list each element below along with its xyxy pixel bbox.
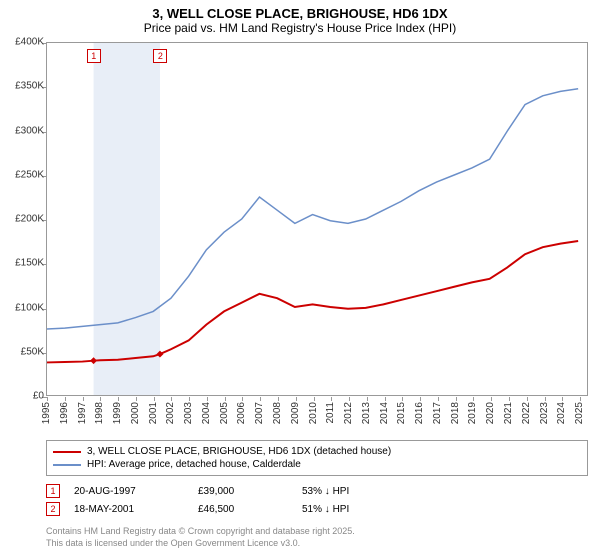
x-tick-label: 2008: [272, 402, 283, 424]
sale-marker-box: 1: [87, 49, 101, 63]
footnote-line: Contains HM Land Registry data © Crown c…: [46, 526, 588, 538]
x-tick-label: 2024: [556, 402, 567, 424]
x-tick-label: 2012: [343, 402, 354, 424]
y-tick-label: £200K: [15, 214, 44, 225]
x-tick-label: 2007: [254, 402, 265, 424]
transaction-table: 1 20-AUG-1997 £39,000 53% ↓ HPI 2 18-MAY…: [46, 482, 588, 518]
legend-swatch: [53, 464, 81, 466]
y-tick-label: £350K: [15, 81, 44, 92]
x-tick-label: 2000: [130, 402, 141, 424]
x-tick-label: 1999: [112, 402, 123, 424]
x-tick-label: 1995: [41, 402, 52, 424]
page-subtitle: Price paid vs. HM Land Registry's House …: [0, 21, 600, 39]
transaction-delta: 53% ↓ HPI: [302, 486, 349, 497]
x-tick-label: 2014: [379, 402, 390, 424]
x-tick-label: 2002: [165, 402, 176, 424]
highlight-band: [94, 43, 160, 395]
x-tick-label: 2003: [183, 402, 194, 424]
transaction-delta: 51% ↓ HPI: [302, 504, 349, 515]
legend-item-hpi: HPI: Average price, detached house, Cald…: [53, 458, 581, 471]
chart: 12: [46, 42, 588, 396]
x-tick-label: 2010: [308, 402, 319, 424]
legend-label: HPI: Average price, detached house, Cald…: [87, 459, 301, 470]
transaction-date: 18-MAY-2001: [74, 504, 184, 515]
y-tick-label: £250K: [15, 169, 44, 180]
chart-svg: [47, 43, 587, 395]
footnote-line: This data is licensed under the Open Gov…: [46, 538, 588, 550]
x-tick-label: 2017: [432, 402, 443, 424]
y-tick-label: £0: [33, 391, 44, 402]
footnote: Contains HM Land Registry data © Crown c…: [46, 526, 588, 549]
x-tick-label: 2005: [219, 402, 230, 424]
x-tick-label: 2009: [290, 402, 301, 424]
x-tick-label: 2019: [467, 402, 478, 424]
x-tick-label: 2006: [236, 402, 247, 424]
x-tick-label: 2025: [574, 402, 585, 424]
x-tick-label: 2015: [396, 402, 407, 424]
page-title: 3, WELL CLOSE PLACE, BRIGHOUSE, HD6 1DX: [0, 0, 600, 21]
x-tick-label: 2011: [325, 402, 336, 424]
y-tick-label: £150K: [15, 258, 44, 269]
transaction-marker: 2: [46, 502, 60, 516]
legend: 3, WELL CLOSE PLACE, BRIGHOUSE, HD6 1DX …: [46, 440, 588, 476]
legend-swatch: [53, 451, 81, 453]
x-tick-label: 2021: [503, 402, 514, 424]
transaction-marker: 1: [46, 484, 60, 498]
x-tick-label: 1998: [94, 402, 105, 424]
y-tick-label: £100K: [15, 302, 44, 313]
x-tick-label: 2004: [201, 402, 212, 424]
x-tick-label: 2018: [450, 402, 461, 424]
x-tick-label: 2013: [361, 402, 372, 424]
legend-item-property: 3, WELL CLOSE PLACE, BRIGHOUSE, HD6 1DX …: [53, 445, 581, 458]
y-tick-label: £400K: [15, 37, 44, 48]
x-tick-label: 2016: [414, 402, 425, 424]
transaction-date: 20-AUG-1997: [74, 486, 184, 497]
transaction-price: £39,000: [198, 486, 288, 497]
x-tick-label: 2022: [521, 402, 532, 424]
x-tick-label: 2020: [485, 402, 496, 424]
transaction-price: £46,500: [198, 504, 288, 515]
x-tick-label: 1996: [59, 402, 70, 424]
transaction-row: 1 20-AUG-1997 £39,000 53% ↓ HPI: [46, 482, 588, 500]
transaction-row: 2 18-MAY-2001 £46,500 51% ↓ HPI: [46, 500, 588, 518]
y-tick-label: £50K: [21, 346, 44, 357]
x-tick-label: 2023: [539, 402, 550, 424]
legend-label: 3, WELL CLOSE PLACE, BRIGHOUSE, HD6 1DX …: [87, 446, 391, 457]
y-tick-label: £300K: [15, 125, 44, 136]
x-tick-label: 2001: [148, 402, 159, 424]
x-tick-label: 1997: [77, 402, 88, 424]
sale-marker-box: 2: [153, 49, 167, 63]
